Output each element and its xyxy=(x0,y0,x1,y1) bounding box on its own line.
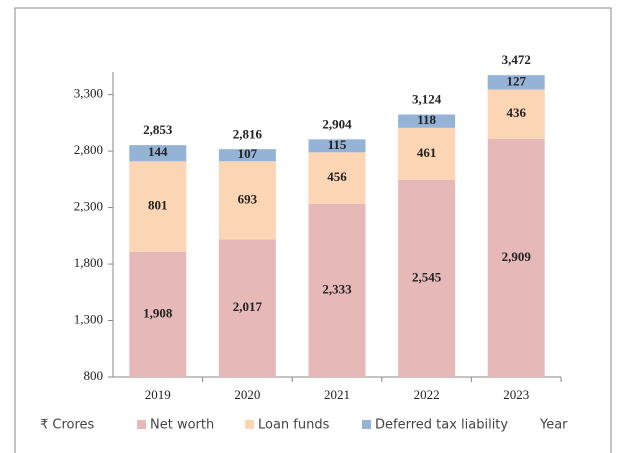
y-tick-label: 1,300 xyxy=(74,312,103,327)
data-label: 118 xyxy=(417,112,436,127)
data-label: 2,909 xyxy=(502,249,532,264)
total-label: 2,853 xyxy=(143,122,173,137)
x-tick-label: 2020 xyxy=(234,387,260,402)
y-tick-label: 1,800 xyxy=(74,255,103,270)
bar-segment xyxy=(308,152,366,204)
bar-segment xyxy=(398,127,456,180)
bar-segment xyxy=(487,75,545,90)
data-label: 461 xyxy=(417,145,437,160)
y-tick-label: 2,800 xyxy=(74,142,103,157)
data-label: 801 xyxy=(148,198,168,213)
data-label: 456 xyxy=(327,169,347,184)
total-label: 3,124 xyxy=(412,91,442,106)
data-label: 115 xyxy=(328,137,347,152)
total-label: 2,904 xyxy=(322,116,352,131)
bar-segment xyxy=(218,161,276,240)
bar-segment xyxy=(398,114,456,128)
y-tick-label: 800 xyxy=(84,368,104,383)
legend-swatch xyxy=(245,420,254,429)
x-tick-label: 2021 xyxy=(324,387,350,402)
bar-segment xyxy=(129,145,187,162)
bar-segment xyxy=(129,161,187,252)
data-label: 436 xyxy=(506,105,526,120)
data-label: 693 xyxy=(238,191,258,206)
bar-segment xyxy=(308,203,366,377)
x-tick-label: 2023 xyxy=(503,387,529,402)
data-label: 2,333 xyxy=(322,281,352,296)
legend-label: Net worth xyxy=(150,418,214,433)
total-label: 3,472 xyxy=(502,52,531,67)
data-label: 144 xyxy=(148,144,168,159)
legend-label: Loan funds xyxy=(258,418,330,433)
legend-swatch xyxy=(362,420,371,429)
data-label: 107 xyxy=(238,146,258,161)
x-tick-label: 2019 xyxy=(145,387,171,402)
total-label: 2,816 xyxy=(233,126,263,141)
y-axis-label: ₹ Crores xyxy=(40,418,95,433)
bar-segment xyxy=(218,149,276,162)
x-tick-label: 2022 xyxy=(414,387,440,402)
legend-swatch xyxy=(137,420,146,429)
bar-segment xyxy=(129,251,187,377)
bar-segment xyxy=(398,179,456,377)
bar-segment xyxy=(218,239,276,377)
bar-segment xyxy=(487,89,545,139)
x-axis-label: Year xyxy=(539,418,568,433)
data-label: 127 xyxy=(506,73,526,88)
frame xyxy=(14,7,612,453)
bar-segment xyxy=(308,139,366,153)
bar-segment xyxy=(487,138,545,377)
data-label: 2,017 xyxy=(233,299,263,314)
data-label: 2,545 xyxy=(412,269,442,284)
data-label: 1,908 xyxy=(143,305,173,320)
y-tick-label: 2,300 xyxy=(74,199,103,214)
y-tick-label: 3,300 xyxy=(74,86,103,101)
legend-label: Deferred tax liability xyxy=(375,418,508,433)
